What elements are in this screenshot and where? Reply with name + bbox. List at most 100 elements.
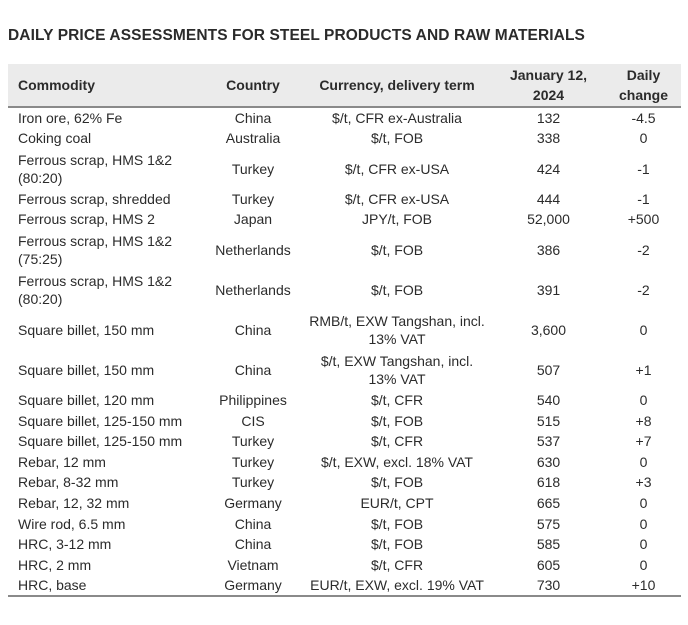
commodity-cell: Rebar, 8-32 mm: [18, 474, 119, 491]
change-cell: -2: [637, 281, 650, 298]
change-cell: 0: [639, 453, 648, 470]
change-cell: 0: [639, 321, 648, 338]
country-cell: Turkey: [231, 190, 275, 207]
change-cell: -4.5: [631, 110, 656, 126]
change-cell: 0: [639, 536, 648, 553]
table-row: Square billet, 150 mm China RMB/t, EXW Tan…: [8, 310, 681, 350]
price-cell: 444: [536, 190, 561, 207]
currency-cell: $/t, EXW Tangshan, incl. 13% VAT: [320, 352, 474, 387]
currency-cell: $/t, FOB: [370, 281, 424, 298]
table-row: HRC, 2 mm Vietnam $/t, CFR 605 0: [8, 555, 681, 576]
table-row: Rebar, 12 mm Turkey $/t, EXW, excl. 18% VA…: [8, 452, 681, 473]
commodity-cell: HRC, base: [8, 575, 203, 598]
country-cell: Japan: [233, 211, 273, 228]
currency-cell: EUR/t, CPT: [360, 495, 434, 512]
price-cell: 537: [536, 433, 561, 450]
commodity-cell: Wire rod, 6.5 mm: [18, 515, 126, 532]
commodity-cell: Ferrous scrap, HMS 1&2 (75:25): [18, 232, 173, 267]
country-cell: China: [234, 110, 272, 126]
price-cell: 515: [536, 412, 561, 429]
change-cell: -1: [637, 160, 650, 177]
country-cell: Netherlands: [215, 281, 291, 298]
currency-cell: $/t, CFR: [370, 392, 424, 409]
header-country: Country: [203, 64, 303, 108]
price-cell: 132: [536, 110, 561, 126]
country-cell: Turkey: [231, 474, 275, 491]
currency-cell: $/t, CFR ex-USA: [344, 190, 450, 207]
commodity-cell: Coking coal: [18, 130, 92, 147]
price-cell: 730: [491, 575, 606, 598]
page-title: DAILY PRICE ASSESSMENTS FOR STEEL PRODUC…: [8, 27, 585, 44]
country-cell: Netherlands: [215, 241, 291, 258]
change-cell: 0: [639, 556, 648, 573]
table-row: Square billet, 125-150 mm CIS $/t, FOB 515 +…: [8, 410, 681, 431]
country-cell: Turkey: [231, 160, 275, 177]
price-cell: 338: [536, 130, 561, 147]
commodity-cell: Square billet, 125-150 mm: [18, 412, 183, 429]
price-cell: 424: [536, 160, 561, 177]
change-cell: -2: [637, 241, 650, 258]
table-row: Rebar, 8-32 mm Turkey $/t, FOB 618 +3: [8, 472, 681, 493]
commodity-cell: Rebar, 12 mm: [18, 453, 106, 470]
header-change: Daily change: [606, 64, 681, 108]
table-row: Ferrous scrap, HMS 2 Japan JPY/t, FOB 52,00…: [8, 209, 681, 230]
table-row: Iron ore, 62% Fe China $/t, CFR ex-Austral…: [8, 107, 681, 128]
header-currency: Currency, delivery term: [303, 64, 491, 108]
country-cell: Philippines: [219, 392, 287, 409]
change-cell: +8: [635, 412, 652, 429]
price-cell: 605: [536, 556, 561, 573]
currency-cell: $/t, CFR: [370, 433, 424, 450]
currency-cell: $/t, CFR: [370, 556, 424, 573]
price-cell: 52,000: [527, 211, 570, 228]
commodity-cell: Rebar, 12, 32 mm: [18, 495, 130, 512]
country-cell: CIS: [241, 412, 265, 429]
table-row: HRC, 3-12 mm China $/t, FOB 585 0: [8, 534, 681, 555]
price-cell: 585: [536, 536, 561, 553]
commodity-cell: Ferrous scrap, HMS 1&2 (80:20): [18, 151, 173, 186]
country-cell: China: [234, 321, 272, 338]
price-cell: 630: [536, 453, 561, 470]
change-cell: -1: [637, 190, 650, 207]
change-cell: 0: [639, 130, 648, 147]
header-change-line1: Daily: [626, 67, 661, 83]
price-cell: 391: [536, 281, 561, 298]
price-cell: 507: [536, 361, 561, 378]
commodity-cell: Ferrous scrap, HMS 2: [18, 211, 155, 228]
commodity-cell: Square billet, 120 mm: [18, 392, 155, 409]
commodity-cell: Square billet, 150 mm: [18, 321, 155, 338]
change-cell: +3: [635, 474, 652, 491]
header-date-line2: 2024: [532, 87, 565, 103]
commodity-cell: Ferrous scrap, shredded: [18, 190, 171, 207]
table-row: Ferrous scrap, HMS 1&2 (75:25) Netherland…: [8, 230, 681, 270]
country-cell: China: [234, 515, 272, 532]
price-cell: 575: [536, 515, 561, 532]
change-cell: +500: [627, 211, 660, 228]
currency-cell: $/t, CFR ex-USA: [344, 160, 450, 177]
currency-cell: $/t, FOB: [370, 515, 424, 532]
country-cell: China: [234, 361, 272, 378]
change-cell: +10: [606, 575, 681, 598]
country-cell: Germany: [203, 575, 303, 598]
commodity-cell: Square billet, 150 mm: [18, 361, 155, 378]
table-body: Iron ore, 62% Fe China $/t, CFR ex-Austral…: [8, 107, 681, 598]
change-cell: 0: [639, 515, 648, 532]
table-row: Coking coal Australia $/t, FOB 338 0: [8, 128, 681, 149]
currency-cell: $/t, FOB: [370, 130, 424, 147]
table-row: Square billet, 150 mm China $/t, EXW Tangs…: [8, 350, 681, 390]
country-cell: Australia: [225, 130, 281, 147]
table-row: Ferrous scrap, HMS 1&2 (80:20) Netherland…: [8, 270, 681, 310]
header-commodity: Commodity: [8, 64, 203, 108]
price-cell: 386: [536, 241, 561, 258]
table-row: Wire rod, 6.5 mm China $/t, FOB 575 0: [8, 513, 681, 534]
header-row: Commodity Country Currency, delivery ter…: [8, 64, 681, 108]
table-row: Square billet, 125-150 mm Turkey $/t, CFR 5…: [8, 431, 681, 452]
currency-cell: EUR/t, EXW, excl. 19% VAT: [303, 575, 491, 598]
commodity-cell: Iron ore, 62% Fe: [18, 110, 123, 126]
change-cell: +1: [635, 361, 652, 378]
currency-cell: $/t, CFR ex-Australia: [332, 110, 462, 126]
commodity-cell: HRC, 3-12 mm: [18, 536, 112, 553]
country-cell: Vietnam: [227, 556, 279, 573]
header-change-line2: change: [618, 87, 668, 103]
currency-cell: RMB/t, EXW Tangshan, incl. 13% VAT: [309, 312, 485, 347]
price-cell: 665: [536, 495, 561, 512]
